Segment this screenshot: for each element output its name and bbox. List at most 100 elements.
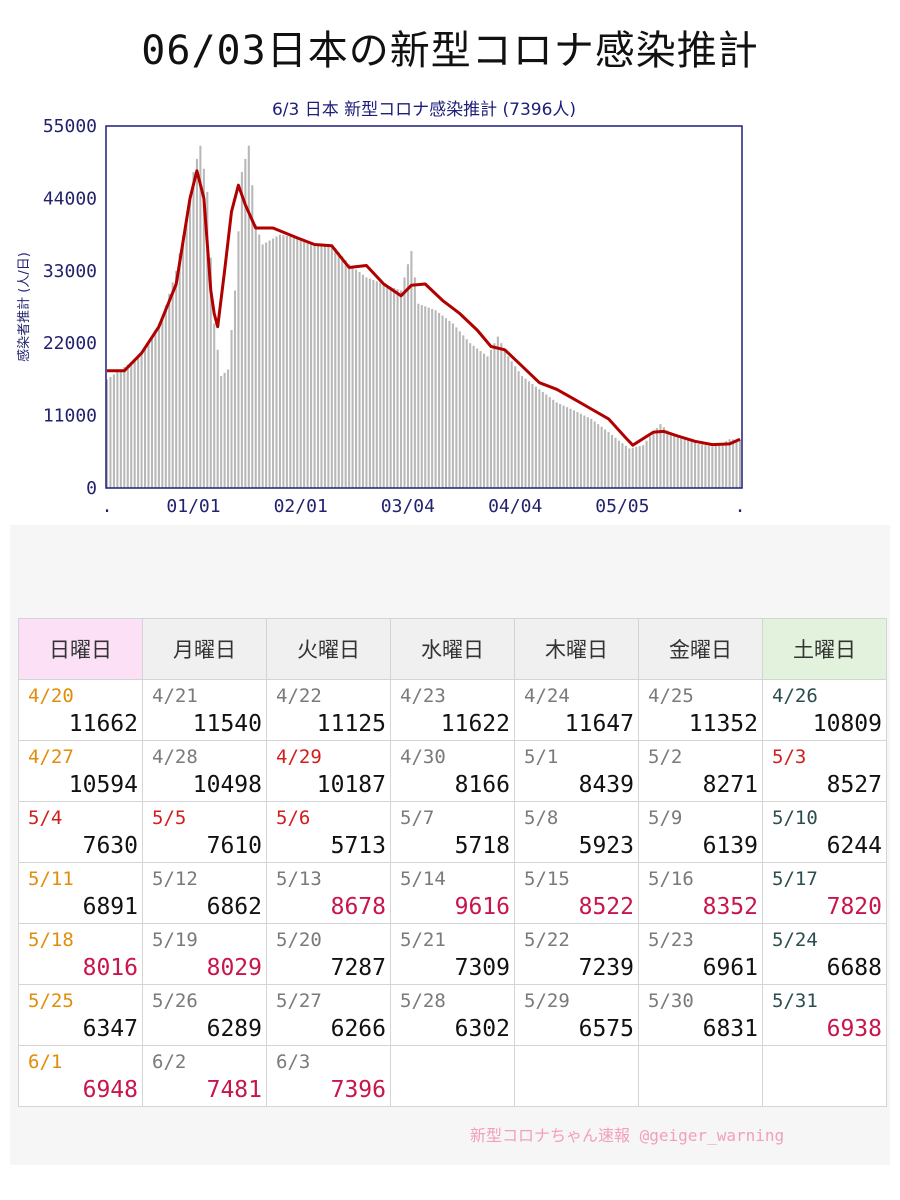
day-estimate-value: 6139: [702, 833, 758, 859]
estimate-bar: [714, 445, 717, 488]
bars-layer: [105, 145, 742, 489]
day-date: 5/16: [648, 868, 694, 890]
day-cell: 4/28 10498: [142, 740, 267, 802]
day-estimate-value: 11125: [316, 711, 386, 737]
day-estimate-value: 6831: [702, 1016, 758, 1042]
empty-day-cell: [762, 1045, 887, 1107]
day-cell: 5/18 8016: [18, 923, 143, 985]
estimate-bar: [361, 274, 365, 488]
estimate-bar: [292, 237, 295, 488]
day-estimate-value: 11540: [192, 711, 262, 737]
weekday-header: 金曜日: [638, 618, 763, 680]
day-date: 5/29: [524, 990, 570, 1012]
estimate-bar: [216, 349, 219, 488]
estimate-bar: [261, 244, 264, 488]
estimate-bar: [559, 404, 562, 488]
day-cell: 4/20 11662: [18, 679, 143, 741]
estimate-bar: [572, 410, 576, 488]
day-date: 4/22: [276, 685, 322, 707]
estimate-bar: [652, 432, 655, 488]
day-date: 5/6: [276, 807, 311, 829]
estimate-bar: [597, 424, 600, 488]
estimate-bar: [247, 145, 250, 488]
estimate-bar: [628, 448, 631, 488]
estimate-bar: [655, 428, 659, 488]
estimate-bar: [144, 347, 147, 488]
estimate-bar: [431, 308, 434, 488]
day-estimate-value: 11647: [564, 711, 634, 737]
estimate-bar: [500, 343, 503, 488]
day-date: 5/30: [648, 990, 694, 1012]
day-estimate-value: 7396: [330, 1077, 386, 1103]
estimate-bar: [700, 444, 703, 488]
day-date: 4/27: [28, 746, 74, 768]
estimate-bar: [583, 415, 586, 488]
estimate-bar: [721, 443, 724, 488]
x-tick-label: 01/01: [166, 496, 220, 517]
weekday-header: 日曜日: [18, 618, 143, 680]
estimate-bar: [223, 372, 226, 488]
estimate-bar: [403, 277, 406, 488]
estimate-bar: [351, 266, 354, 488]
estimate-bar: [732, 439, 735, 488]
estimate-bar: [531, 384, 534, 488]
estimate-bar: [192, 172, 195, 488]
x-ticks: . 01/01 02/01 03/04 04/04 05/05.: [102, 496, 746, 517]
day-date: 5/31: [772, 990, 818, 1012]
day-date: 5/5: [152, 807, 187, 829]
day-estimate-value: 6948: [82, 1077, 138, 1103]
day-estimate-value: 8439: [578, 772, 634, 798]
estimate-bar: [496, 336, 499, 488]
day-estimate-value: 8166: [454, 772, 510, 798]
estimate-bar: [399, 290, 403, 488]
estimate-bar: [697, 443, 700, 488]
estimate-bar: [389, 286, 392, 488]
day-cell: 5/11 6891: [18, 862, 143, 924]
estimate-bar: [119, 369, 122, 488]
estimate-bar: [621, 443, 624, 488]
x-tick-label: 02/01: [274, 496, 328, 517]
estimate-bar: [728, 439, 731, 488]
weekday-header: 月曜日: [142, 618, 267, 680]
calendar-week-row: 6/1 6948 6/2 7481 6/3 7396: [18, 1045, 887, 1107]
estimate-bar: [199, 145, 202, 488]
estimate-bar: [538, 389, 541, 488]
estimate-bar: [182, 235, 185, 488]
estimate-bar: [683, 437, 686, 488]
estimate-bar: [285, 235, 288, 488]
footer-credit: 新型コロナちゃん速報 @geiger_warning: [470, 1126, 785, 1145]
estimate-bar: [368, 278, 371, 488]
plot-frame: [105, 125, 743, 489]
estimate-bar: [320, 244, 323, 488]
estimate-bar: [230, 330, 233, 488]
day-estimate-value: 6289: [206, 1016, 262, 1042]
estimate-bar: [631, 447, 634, 488]
y-tick-label: 33000: [43, 261, 97, 282]
estimate-bar: [209, 257, 212, 488]
estimate-bar: [161, 316, 164, 488]
day-cell: 5/16 8352: [638, 862, 763, 924]
estimate-bar: [476, 348, 479, 488]
estimate-bar: [355, 269, 358, 488]
day-estimate-value: 8016: [82, 955, 138, 981]
estimate-bar: [206, 191, 209, 488]
x-tick-label: 05/05: [595, 496, 649, 517]
day-date: 5/3: [772, 746, 807, 768]
estimate-bar: [112, 374, 115, 488]
day-date: 4/24: [524, 685, 570, 707]
estimate-bar: [195, 158, 198, 488]
estimate-bar: [303, 240, 306, 488]
day-cell: 4/22 11125: [266, 679, 391, 741]
estimate-bar: [527, 381, 531, 488]
day-cell: 4/21 11540: [142, 679, 267, 741]
estimate-bar: [372, 280, 375, 488]
day-cell: 4/23 11622: [390, 679, 515, 741]
estimate-bar: [455, 327, 458, 488]
day-estimate-value: 8271: [702, 772, 758, 798]
estimate-bar: [510, 361, 513, 488]
estimate-bar: [469, 343, 472, 488]
day-date: 5/4: [28, 807, 63, 829]
day-cell: 5/19 8029: [142, 923, 267, 985]
estimate-bar: [365, 277, 368, 488]
estimate-bar: [604, 429, 607, 488]
